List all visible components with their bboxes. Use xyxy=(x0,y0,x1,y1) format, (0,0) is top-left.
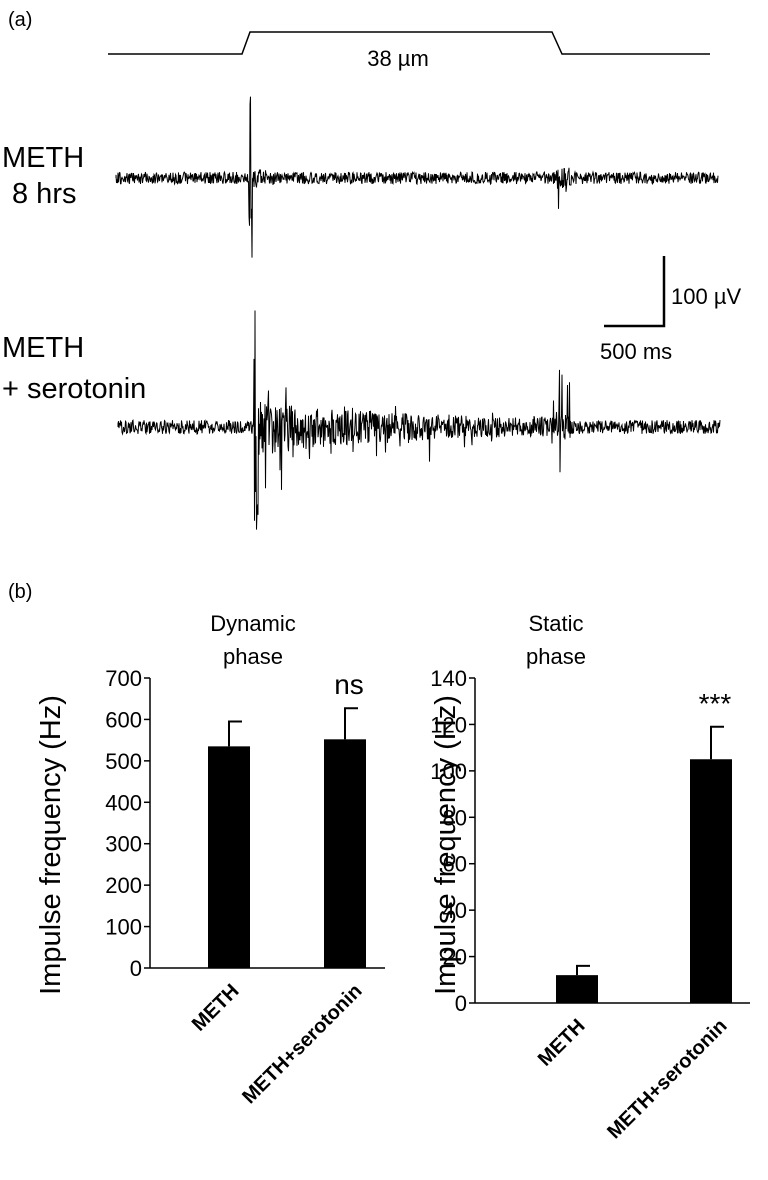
significance-label: ns xyxy=(334,669,364,700)
y-tick-label: 100 xyxy=(430,759,467,784)
chart-dynamic-phase: 0 100 200 300 400 500 600 700 Impulse frequency … xyxy=(35,611,385,1108)
chart-title-line2: phase xyxy=(223,644,283,669)
bar-meth xyxy=(556,975,598,1003)
significance-label: *** xyxy=(699,688,732,719)
category-label: METH+serotonin xyxy=(238,980,366,1108)
trace-2-label-line1: METH xyxy=(2,332,84,364)
y-axis-label: Impulse frequency (Hz) xyxy=(35,695,67,995)
chart-static-phase: 0 20 40 60 80 100 120 140 Impulse frequency (Hz)… xyxy=(430,611,750,1143)
stimulus-trace xyxy=(108,31,710,55)
y-tick-label: 0 xyxy=(130,956,142,981)
panel-b-label: (b) xyxy=(8,581,32,603)
bar-meth xyxy=(208,746,250,968)
category-label: METH xyxy=(188,980,244,1036)
chart-title-line1: Dynamic xyxy=(210,611,296,636)
panel-a-label: (a) xyxy=(8,9,32,31)
chart-title-line2: phase xyxy=(526,644,586,669)
y-tick-label: 40 xyxy=(443,898,467,923)
y-tick-label: 500 xyxy=(105,749,142,774)
y-tick-label: 0 xyxy=(455,991,467,1016)
recording-trace-meth-8hrs xyxy=(115,96,719,258)
y-tick-label: 140 xyxy=(430,666,467,691)
y-tick-label: 60 xyxy=(443,852,467,877)
y-tick-label: 300 xyxy=(105,832,142,857)
category-label: METH xyxy=(534,1015,590,1071)
scale-bar-horizontal-label: 500 ms xyxy=(600,339,672,364)
bar-meth-serotonin xyxy=(324,739,366,968)
chart-title-line1: Static xyxy=(528,611,583,636)
trace-1-label-line2: 8 hrs xyxy=(12,178,76,210)
trace-2-label-line2: + serotonin xyxy=(2,373,146,405)
y-tick-label: 80 xyxy=(443,805,467,830)
trace-1-label-line1: METH xyxy=(2,142,84,174)
y-tick-label: 100 xyxy=(105,915,142,940)
y-axis-label: Impulse frequency (Hz) xyxy=(430,695,462,995)
scale-bar xyxy=(604,256,666,328)
category-label: METH+serotonin xyxy=(603,1015,731,1143)
y-tick-label: 700 xyxy=(105,666,142,691)
y-tick-label: 200 xyxy=(105,873,142,898)
y-tick-label: 600 xyxy=(105,707,142,732)
scale-bar-vertical-label: 100 µV xyxy=(671,284,741,309)
y-tick-label: 400 xyxy=(105,790,142,815)
y-tick-label: 20 xyxy=(443,945,467,970)
recording-trace-meth-serotonin xyxy=(117,310,721,530)
y-tick-label: 120 xyxy=(430,712,467,737)
stimulus-label: 38 µm xyxy=(367,46,429,71)
bar-meth-serotonin xyxy=(690,759,732,1003)
